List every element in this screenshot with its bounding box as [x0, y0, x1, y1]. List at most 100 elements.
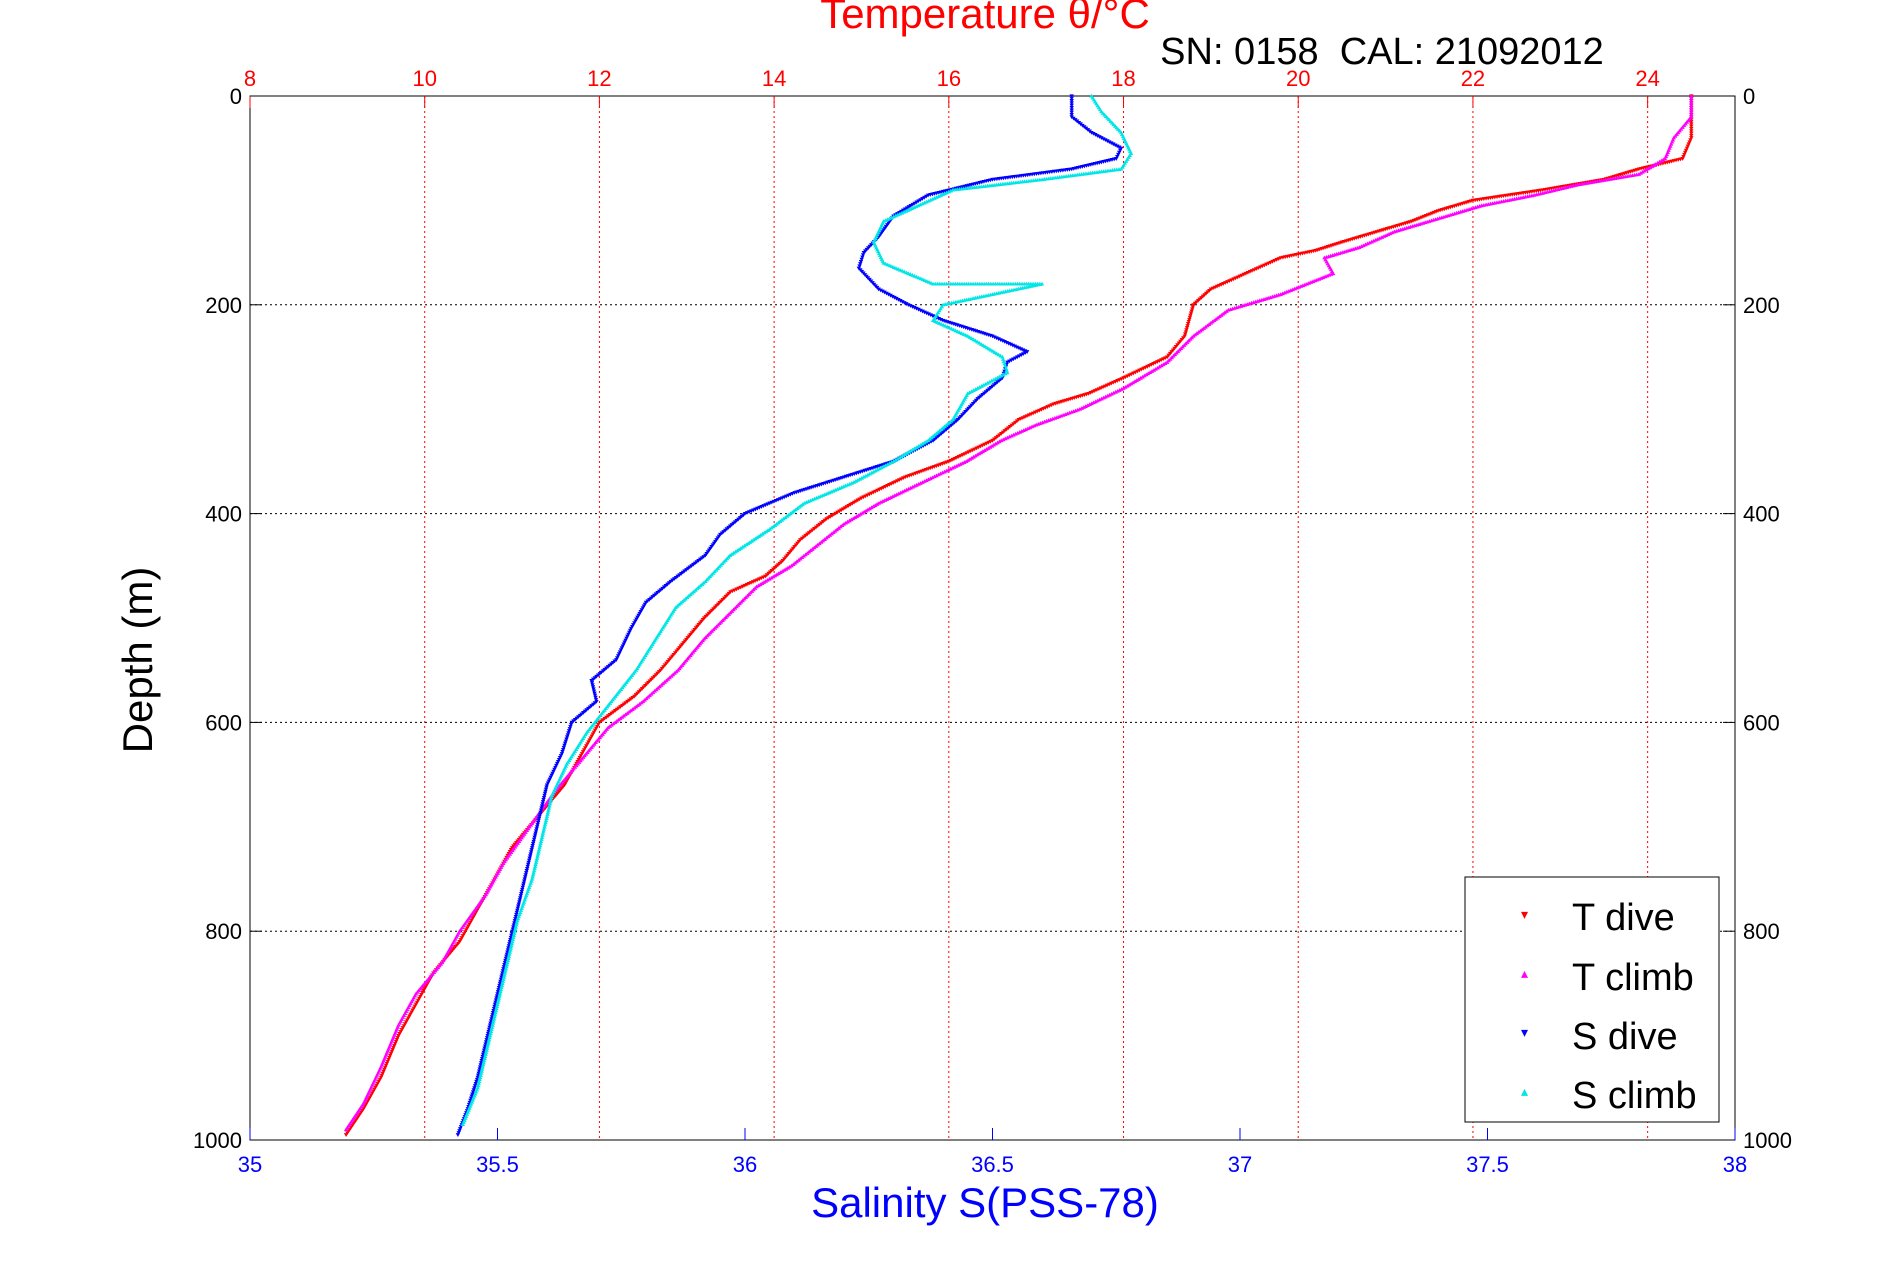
data-point	[485, 1043, 490, 1048]
data-point	[486, 1037, 492, 1042]
data-point	[1015, 355, 1020, 360]
data-point	[1009, 358, 1014, 363]
data-point	[402, 1022, 408, 1027]
data-point	[563, 739, 569, 744]
data-point	[1689, 124, 1694, 129]
data-point	[540, 832, 545, 837]
data-point	[508, 945, 514, 950]
data-point	[534, 855, 540, 860]
data-point	[548, 799, 553, 804]
data-point	[593, 697, 599, 702]
data-point	[407, 1014, 412, 1019]
data-point	[899, 209, 904, 214]
data-point	[482, 1054, 488, 1059]
data-point	[468, 1098, 473, 1103]
data-point	[1069, 99, 1074, 103]
legend-label-s-dive: S dive	[1572, 1016, 1678, 1058]
data-point	[850, 501, 855, 506]
data-point	[539, 837, 544, 841]
data-point	[544, 785, 549, 790]
data-point	[385, 1059, 390, 1064]
data-point	[538, 808, 544, 813]
data-point	[497, 991, 503, 996]
data-point	[1069, 112, 1074, 117]
data-point	[1188, 313, 1193, 318]
data-point	[394, 1037, 400, 1042]
data-point	[544, 814, 550, 818]
data-point	[532, 835, 537, 840]
data-point	[851, 500, 857, 505]
data-point	[520, 887, 525, 892]
data-point	[1185, 324, 1190, 328]
data-point	[378, 1075, 384, 1080]
data-point	[622, 640, 627, 645]
data-point	[1069, 96, 1074, 101]
data-point	[545, 781, 551, 786]
data-point	[543, 818, 549, 823]
data-point	[533, 862, 538, 866]
data-point	[1022, 351, 1028, 356]
data-point	[1113, 143, 1118, 148]
data-point	[1187, 317, 1192, 322]
data-point	[1003, 365, 1009, 370]
data-point	[468, 1096, 474, 1101]
data-point	[902, 207, 908, 212]
data-point	[516, 904, 521, 909]
data-point	[463, 928, 469, 933]
data-point	[502, 970, 508, 975]
data-point	[420, 990, 425, 995]
data-point	[530, 841, 536, 846]
data-point	[513, 917, 518, 921]
data-point	[531, 839, 536, 844]
data-point	[922, 195, 927, 200]
data-point	[563, 781, 568, 786]
data-point	[1185, 321, 1191, 326]
data-point	[1689, 131, 1694, 136]
salinity-tick-label: 36.5	[971, 1152, 1014, 1177]
salinity-tick-label: 37	[1228, 1152, 1252, 1177]
data-point	[552, 767, 557, 772]
data-point	[551, 769, 556, 774]
data-point	[1105, 139, 1110, 144]
data-point	[564, 779, 569, 784]
data-point	[541, 826, 547, 831]
salinity-tick-label: 35.5	[476, 1152, 519, 1177]
data-point	[527, 854, 533, 859]
data-point	[588, 736, 593, 741]
legend-marker-s-climb: ▴	[1521, 1083, 1528, 1099]
data-point	[1069, 94, 1074, 99]
data-point	[585, 742, 590, 747]
data-point	[575, 759, 580, 764]
data-point	[1689, 107, 1694, 112]
data-point	[541, 795, 547, 800]
series-t-dive	[343, 94, 1694, 1137]
data-point	[615, 654, 621, 659]
data-point	[408, 1012, 413, 1017]
data-point	[908, 204, 914, 208]
temperature-tick-label: 24	[1635, 66, 1659, 91]
data-point	[1011, 357, 1016, 362]
data-point	[533, 829, 539, 834]
data-point	[579, 752, 585, 756]
data-point	[502, 972, 507, 977]
legend-item-s-dive: ▾ S dive	[1521, 1016, 1678, 1058]
data-point	[528, 850, 534, 855]
legend-item-s-climb: ▴ S climb	[1521, 1075, 1697, 1117]
data-point	[1117, 145, 1122, 150]
data-point	[626, 632, 631, 637]
data-point	[568, 722, 574, 727]
data-point	[592, 728, 598, 733]
data-point	[512, 929, 518, 933]
data-point	[514, 920, 520, 925]
data-point	[535, 823, 540, 827]
data-point	[484, 1045, 490, 1050]
data-point	[460, 1122, 466, 1126]
data-point	[1107, 140, 1112, 145]
data-point	[540, 830, 546, 835]
temperature-tick-label: 20	[1286, 66, 1310, 91]
data-point	[507, 951, 512, 956]
series-layer	[343, 93, 1694, 1137]
data-point	[490, 1022, 495, 1027]
data-point	[517, 898, 522, 903]
data-point	[1681, 154, 1686, 159]
